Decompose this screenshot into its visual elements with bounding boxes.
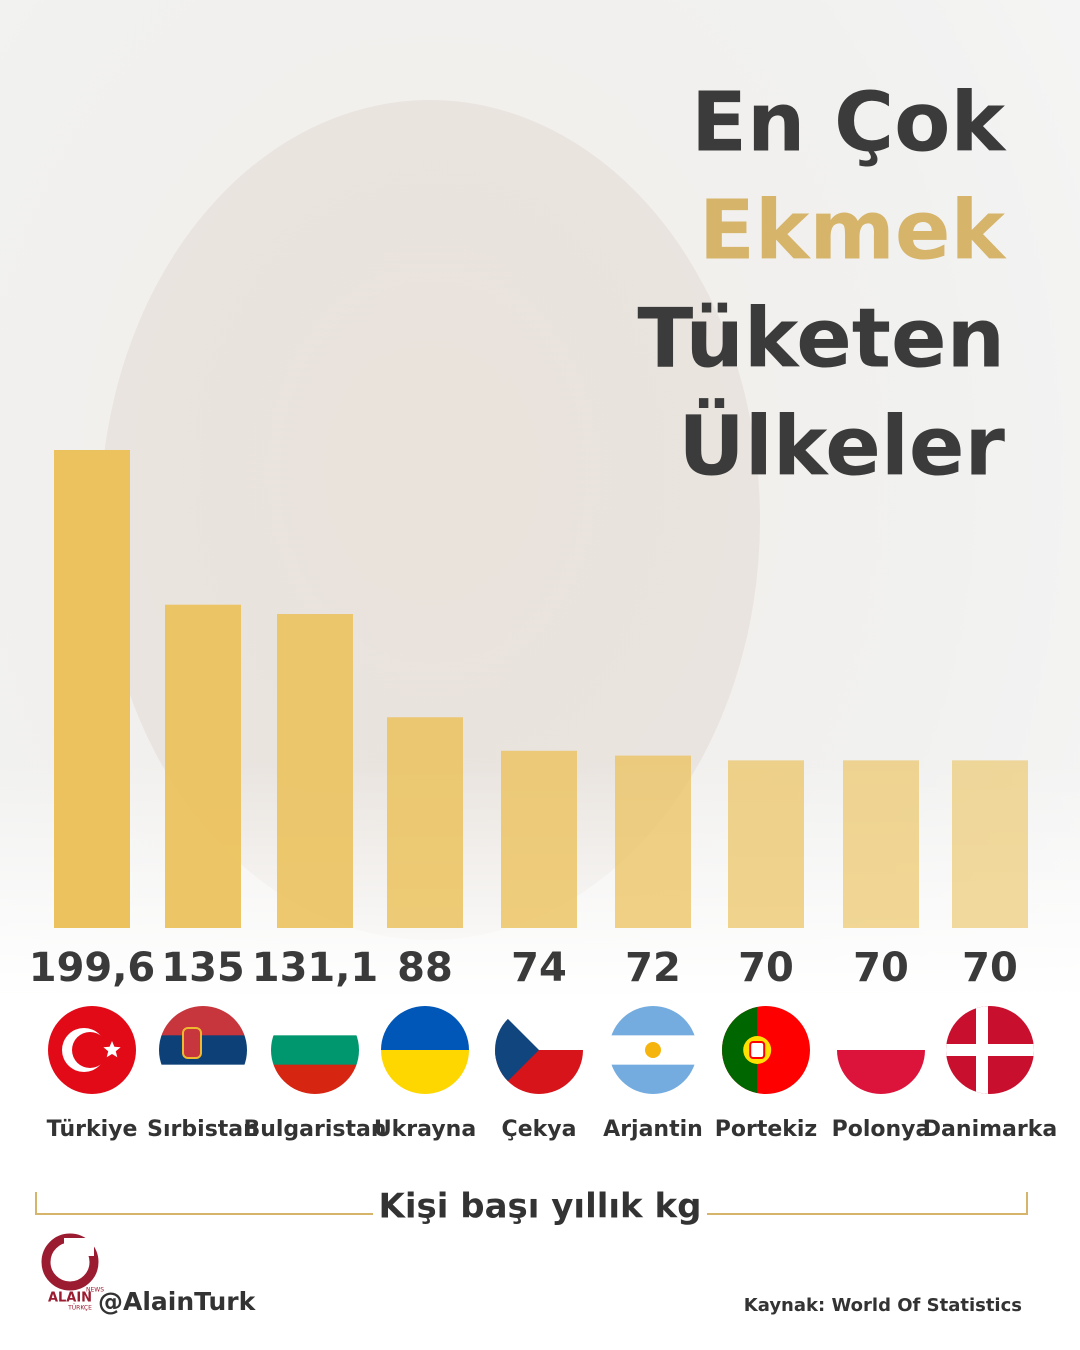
bar [387,717,463,928]
handle: @AlainTurk [98,1287,257,1316]
flag [609,1006,697,1094]
flag-star [103,1041,121,1058]
flag-shield [749,1041,766,1059]
category-label: Arjantin [603,1117,703,1142]
flag [946,1006,1034,1094]
flag-cross-h [946,1044,1034,1056]
flag-triangle [495,1006,539,1094]
flag-stripe [159,1035,247,1066]
value-label: 70 [738,945,794,991]
title-line: Ülkeler [678,398,1005,494]
category-label: Portekiz [715,1117,818,1142]
logo-cut [64,1238,94,1256]
flag-sun [645,1042,661,1058]
bar [843,760,919,928]
bar [728,760,804,928]
source: Kaynak: World Of Statistics [744,1295,1022,1316]
bar [277,614,353,928]
category-label: Türkiye [47,1117,138,1142]
value-label: 135 [161,945,245,991]
category-label: Polonya [832,1117,931,1142]
bar [501,750,577,928]
flag [159,1006,247,1094]
value-label: 72 [625,945,681,991]
title-line: En Çok [691,75,1007,170]
flag-crescent-cut [72,1032,108,1068]
flag [722,1006,810,1094]
logo-tag: NEWS [86,1287,104,1294]
title-line: Ekmek [699,183,1008,278]
flag [495,1006,583,1094]
value-label: 131,1 [252,945,379,991]
category-label: Sırbistan [147,1117,259,1142]
value-label: 199,6 [29,945,156,991]
category-label: Danimarka [923,1117,1057,1142]
category-label: Bulgaristan [243,1117,386,1142]
value-label: 70 [962,945,1018,991]
value-label: 88 [397,945,453,991]
flag-stripe [271,1035,359,1066]
flag-cross-v [976,1006,988,1094]
unit-label: Kişi başı yıllık kg [379,1187,702,1227]
photo-silhouette [100,100,760,940]
bar [54,450,130,928]
category-label: Ukrayna [374,1117,476,1142]
title-line: Tüketen [637,291,1005,386]
flag-emblem [182,1027,202,1059]
flag [48,1006,136,1094]
flag [271,1006,359,1094]
flag [381,1006,469,1094]
value-label: 70 [853,945,909,991]
logo-sub: TÜRKÇE [67,1305,92,1312]
bar [615,755,691,928]
bar [952,760,1028,928]
title: En Çok Ekmek Tüketen Ülkeler [637,75,1007,494]
bar [165,604,241,928]
flag [837,1006,925,1094]
unit-box [373,1184,707,1232]
value-label: 74 [511,945,567,991]
logo: ALAIN NEWS TÜRKÇE [41,1233,104,1312]
logo-text: ALAIN [48,1291,92,1306]
category-label: Çekya [502,1117,577,1142]
